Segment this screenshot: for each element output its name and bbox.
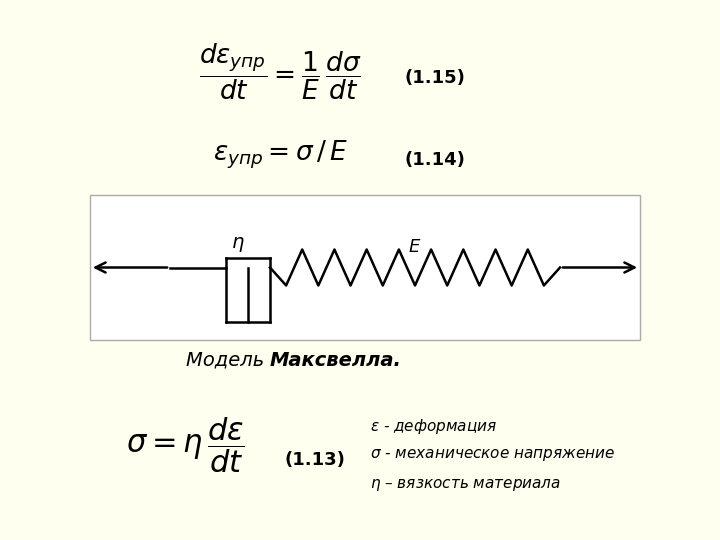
Text: $\eta$: $\eta$ <box>231 235 245 254</box>
Text: $\varepsilon_{\mathit{упр}} = \sigma\,/\,E$: $\varepsilon_{\mathit{упр}} = \sigma\,/\… <box>212 139 348 171</box>
Text: $E$: $E$ <box>408 238 422 255</box>
Text: (1.13): (1.13) <box>285 451 346 469</box>
Text: $\mathit{\varepsilon}$ - деформация: $\mathit{\varepsilon}$ - деформация <box>370 417 498 436</box>
Text: $\dfrac{d\varepsilon_{\mathit{упр}}}{dt} = \dfrac{1}{E}\,\dfrac{d\sigma}{dt}$: $\dfrac{d\varepsilon_{\mathit{упр}}}{dt}… <box>199 42 361 103</box>
Text: Максвелла.: Максвелла. <box>270 350 402 369</box>
Text: Модель: Модель <box>186 350 270 369</box>
Bar <box>90 195 640 340</box>
Text: $\mathit{\eta}$ – вязкость материала: $\mathit{\eta}$ – вязкость материала <box>370 477 561 493</box>
Text: (1.15): (1.15) <box>405 69 466 87</box>
Text: $\sigma = \eta\,\dfrac{d\varepsilon}{dt}$: $\sigma = \eta\,\dfrac{d\varepsilon}{dt}… <box>125 415 245 475</box>
Text: (1.14): (1.14) <box>405 151 466 169</box>
Text: $\mathit{\sigma}$ - механическое напряжение: $\mathit{\sigma}$ - механическое напряже… <box>370 447 616 463</box>
